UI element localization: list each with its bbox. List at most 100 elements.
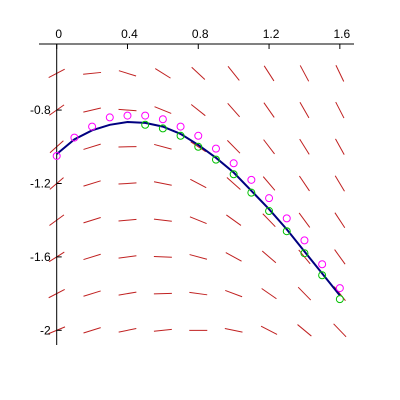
field-segment <box>299 65 310 82</box>
field-segment <box>263 102 275 118</box>
x-tick-label: 0 <box>55 27 62 41</box>
field-segment <box>153 181 172 186</box>
field-segment <box>335 101 345 119</box>
field-segment <box>190 104 206 117</box>
point <box>141 120 150 129</box>
field-segment <box>262 213 276 228</box>
point <box>229 159 238 168</box>
field-segment <box>118 108 137 112</box>
field-segment <box>190 141 207 153</box>
field-segment <box>83 107 101 113</box>
point <box>247 188 256 197</box>
point <box>52 151 61 160</box>
point <box>300 249 309 258</box>
field-segment <box>118 291 137 296</box>
y-tick-label: -1.6 <box>30 250 51 264</box>
point <box>105 113 114 122</box>
field-segment <box>189 216 207 225</box>
field-segment <box>224 327 243 333</box>
field-segment <box>118 182 137 185</box>
field-segment <box>334 249 346 265</box>
point <box>300 236 309 245</box>
point <box>211 155 220 164</box>
point <box>229 170 238 179</box>
field-segment <box>153 292 172 295</box>
x-tick-label: 0.4 <box>121 27 138 41</box>
point <box>265 194 274 203</box>
x-tick-label: 0.8 <box>192 27 209 41</box>
point <box>123 111 132 120</box>
field-segment <box>83 180 101 187</box>
field-segment <box>333 323 347 338</box>
field-segment <box>153 328 172 332</box>
point <box>176 131 185 140</box>
field-segment <box>298 212 311 228</box>
point <box>88 122 97 131</box>
field-segment <box>83 253 101 261</box>
field-segment <box>154 68 171 79</box>
field-segment <box>261 250 277 264</box>
point <box>176 122 185 131</box>
field-segment <box>335 138 345 155</box>
field-segment <box>118 255 137 259</box>
field-segment <box>83 143 101 150</box>
field-segment <box>299 102 310 119</box>
point <box>70 133 79 142</box>
field-segment <box>118 70 137 77</box>
x-tick-label: 1.6 <box>333 27 350 41</box>
y-tick-label: -0.8 <box>30 103 51 117</box>
point <box>282 214 291 223</box>
field-segment <box>227 103 241 118</box>
field-segment <box>225 252 242 262</box>
field-segment <box>118 218 137 222</box>
field-segment <box>299 138 310 155</box>
field-segment <box>154 106 172 114</box>
point <box>335 284 344 293</box>
field-segment <box>83 290 101 297</box>
field-segment <box>334 175 345 192</box>
field-segment <box>261 288 277 300</box>
point <box>335 295 344 304</box>
field-segment <box>83 71 102 75</box>
field-segment <box>226 140 241 154</box>
field-segment <box>297 324 312 337</box>
y-tick-label: -1.2 <box>30 176 51 190</box>
point <box>194 142 203 151</box>
y-tick-label: -2 <box>40 323 51 337</box>
field-segment <box>153 256 172 258</box>
field-segment <box>226 177 241 190</box>
field-segment <box>83 327 101 334</box>
field-segment <box>297 286 312 301</box>
field-segment <box>225 289 243 298</box>
field-segment <box>226 214 242 226</box>
field-segment <box>260 325 278 335</box>
field-segment <box>334 212 346 228</box>
field-segment <box>263 139 275 155</box>
point <box>265 207 274 216</box>
field-segment <box>154 143 172 150</box>
field-segment <box>299 175 310 192</box>
field-segment <box>83 217 101 224</box>
point <box>318 260 327 269</box>
point <box>141 111 150 120</box>
point <box>194 131 203 140</box>
field-segment <box>189 254 208 260</box>
point <box>247 175 256 184</box>
field-segment <box>227 66 240 81</box>
solution-curve <box>56 120 341 297</box>
field-segment <box>262 176 276 191</box>
point <box>318 271 327 280</box>
field-segment <box>263 65 275 82</box>
field-segment <box>189 291 208 296</box>
point <box>211 144 220 153</box>
point <box>282 227 291 236</box>
point <box>158 115 167 124</box>
field-segment <box>118 327 137 333</box>
point <box>158 124 167 133</box>
field-segment <box>190 178 207 189</box>
field-segment <box>335 65 345 82</box>
field-segment <box>191 66 206 80</box>
x-tick-label: 1.2 <box>263 27 280 41</box>
field-segment <box>153 218 172 222</box>
